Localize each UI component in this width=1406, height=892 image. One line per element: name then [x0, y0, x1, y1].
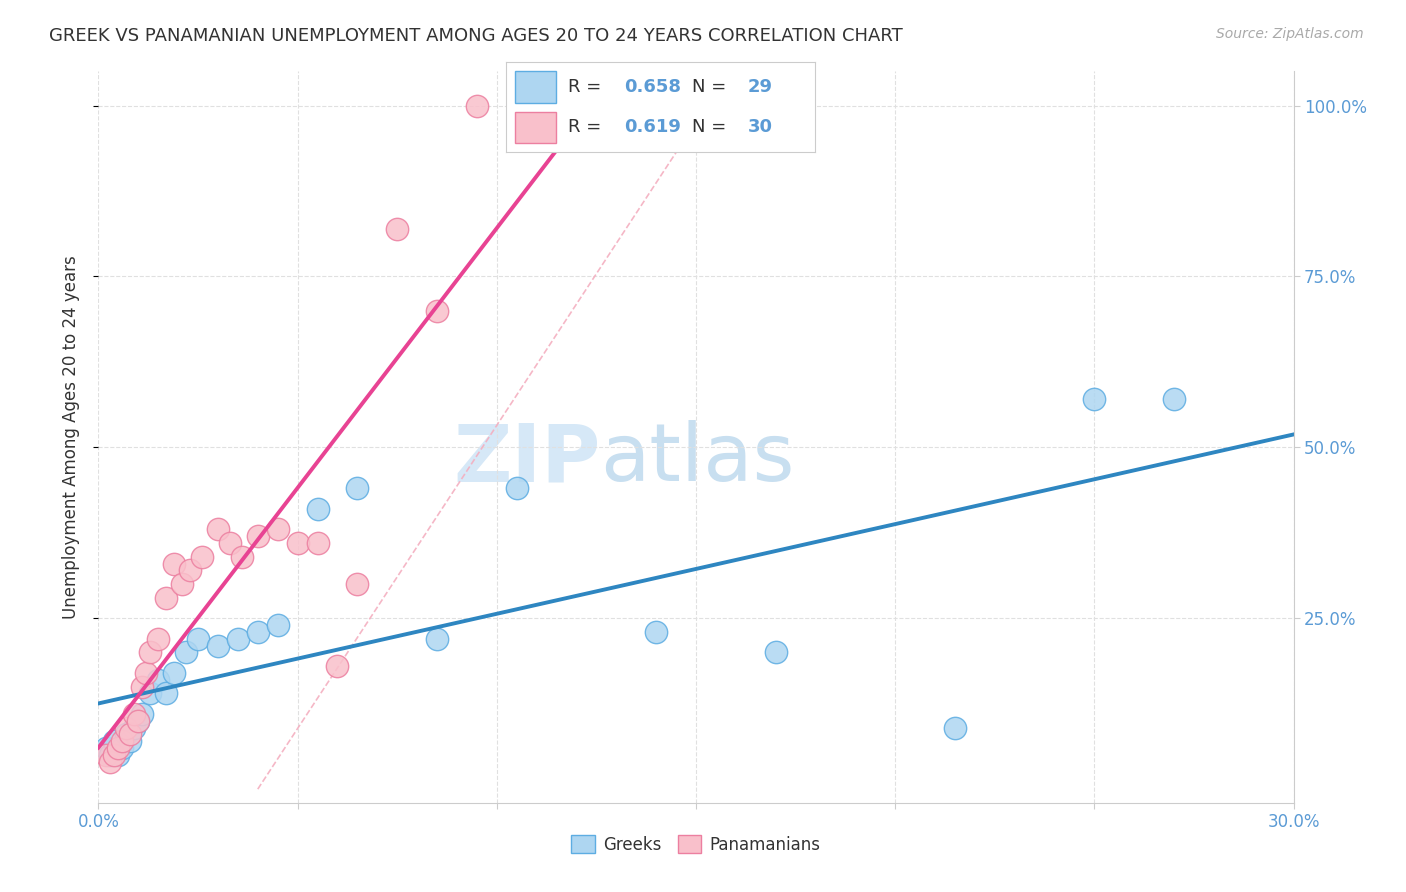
Point [115, 727, 138, 741]
Point [127, 714, 149, 728]
Text: R =: R = [568, 78, 607, 96]
Point [172, 577, 194, 591]
Point [287, 536, 309, 550]
FancyBboxPatch shape [516, 112, 555, 143]
Text: 30: 30 [748, 118, 772, 136]
Point [111, 741, 134, 756]
Legend: Greeks, Panamanians: Greeks, Panamanians [565, 829, 827, 860]
Text: 0.619: 0.619 [624, 118, 681, 136]
Point [103, 747, 125, 762]
Point [267, 618, 290, 632]
Text: atlas: atlas [600, 420, 794, 498]
FancyBboxPatch shape [516, 71, 555, 103]
Point [107, 747, 129, 762]
Point [645, 624, 668, 639]
Point [115, 721, 138, 735]
Point [124, 721, 146, 735]
Point [111, 734, 134, 748]
Point [506, 481, 529, 495]
Point [219, 536, 242, 550]
Point [120, 734, 142, 748]
Point [307, 536, 329, 550]
Point [385, 221, 409, 235]
Point [155, 591, 177, 605]
Point [346, 577, 368, 591]
Point [131, 706, 153, 721]
Point [174, 645, 197, 659]
Text: GREEK VS PANAMANIAN UNEMPLOYMENT AMONG AGES 20 TO 24 YEARS CORRELATION CHART: GREEK VS PANAMANIAN UNEMPLOYMENT AMONG A… [49, 27, 903, 45]
Point [131, 680, 153, 694]
Point [346, 481, 368, 495]
Point [148, 632, 170, 646]
Point [426, 303, 449, 318]
Point [226, 632, 249, 646]
Point [207, 522, 229, 536]
Point [127, 714, 149, 728]
Point [246, 624, 269, 639]
Text: N =: N = [692, 78, 731, 96]
Point [943, 721, 966, 735]
Point [179, 563, 201, 577]
Text: 0.658: 0.658 [624, 78, 681, 96]
Point [207, 639, 229, 653]
Text: N =: N = [692, 118, 731, 136]
Point [267, 522, 290, 536]
Point [163, 557, 186, 571]
Point [124, 706, 146, 721]
Point [120, 727, 142, 741]
Point [135, 665, 157, 680]
Y-axis label: Unemployment Among Ages 20 to 24 years: Unemployment Among Ages 20 to 24 years [62, 255, 80, 619]
Point [107, 741, 129, 756]
Point [155, 686, 177, 700]
Text: R =: R = [568, 118, 607, 136]
Point [103, 734, 125, 748]
Point [148, 673, 170, 687]
Point [1163, 392, 1185, 407]
Point [187, 632, 209, 646]
Text: Source: ZipAtlas.com: Source: ZipAtlas.com [1216, 27, 1364, 41]
Point [307, 501, 329, 516]
Text: 29: 29 [748, 78, 772, 96]
Point [163, 665, 186, 680]
Text: ZIP: ZIP [453, 420, 600, 498]
Point [246, 529, 269, 543]
Point [326, 659, 349, 673]
Point [139, 645, 162, 659]
Point [139, 686, 162, 700]
Point [231, 549, 253, 564]
Point [1083, 392, 1105, 407]
Point [98, 755, 122, 769]
Point [426, 632, 449, 646]
Point [96, 747, 118, 762]
Point [765, 645, 787, 659]
Point [98, 747, 122, 762]
Point [191, 549, 214, 564]
Point [96, 741, 118, 756]
Point [465, 98, 488, 112]
